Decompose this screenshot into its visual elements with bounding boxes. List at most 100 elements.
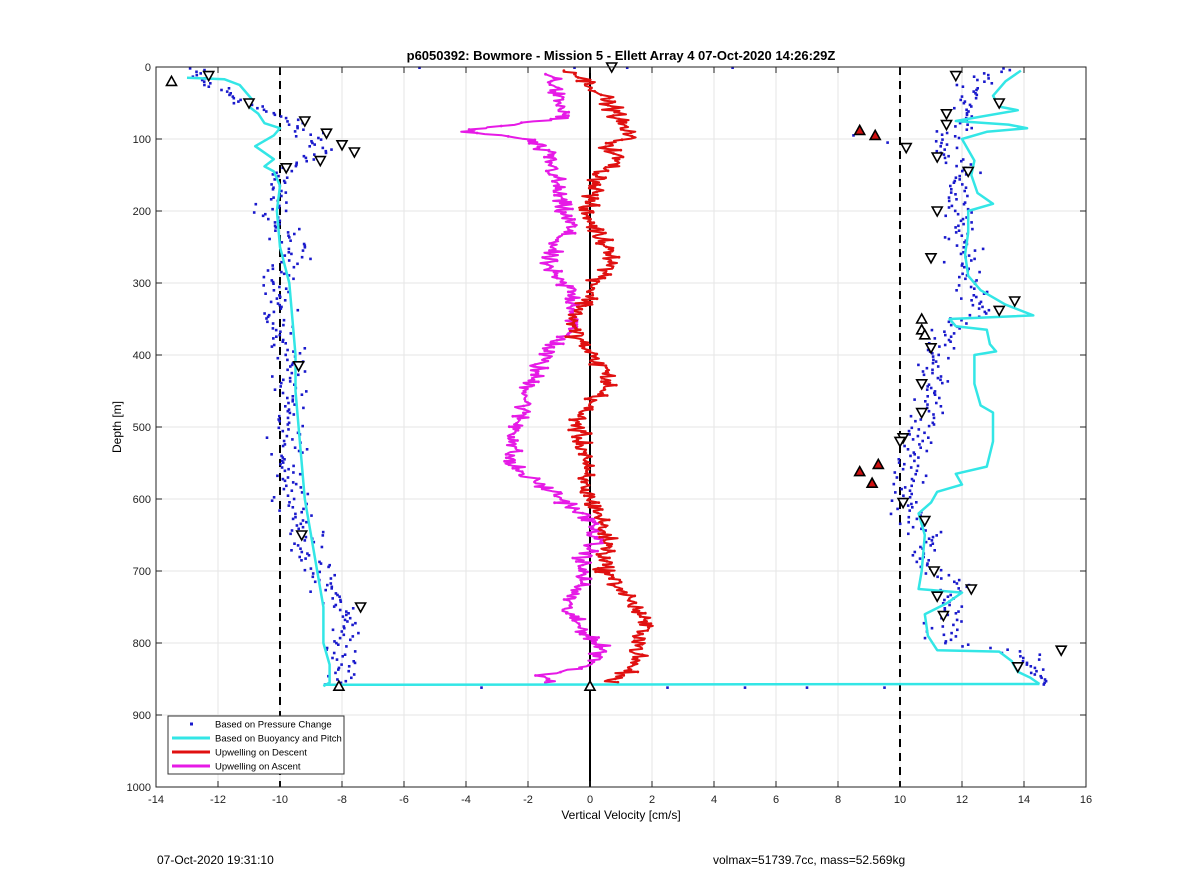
ascent-point xyxy=(554,238,558,242)
descent-point xyxy=(595,553,599,556)
ascent-point xyxy=(513,442,517,446)
pressure-point xyxy=(271,280,275,284)
pressure-point xyxy=(293,542,296,545)
pressure-point xyxy=(977,307,981,310)
pressure-point xyxy=(203,83,206,87)
pressure-point xyxy=(952,623,955,627)
descent-point xyxy=(578,328,582,332)
ascent-point xyxy=(581,511,584,515)
footer-info: volmax=51739.7cc, mass=52.569kg xyxy=(713,853,906,867)
ascent-point xyxy=(559,497,563,501)
pressure-point xyxy=(924,529,927,532)
descent-point xyxy=(627,604,630,608)
pressure-point xyxy=(291,361,295,365)
pressure-point xyxy=(973,287,976,290)
descent-point xyxy=(597,280,601,283)
pressure-point xyxy=(955,582,959,585)
pressure-point xyxy=(1040,676,1043,680)
pressure-point xyxy=(304,535,308,539)
ascent-point xyxy=(544,72,547,76)
descent-point xyxy=(592,286,596,290)
pressure-point xyxy=(300,550,304,554)
x-tick-label: 6 xyxy=(773,794,779,806)
pressure-point xyxy=(957,578,961,582)
descent-point xyxy=(607,373,611,377)
pressure-point xyxy=(227,87,231,90)
pressure-point xyxy=(970,105,973,108)
descent-point xyxy=(570,318,574,321)
ascent-point xyxy=(566,594,570,598)
ascent-point xyxy=(548,252,552,256)
pressure-point xyxy=(910,484,913,488)
y-tick-label: 800 xyxy=(133,638,151,650)
legend-label: Upwelling on Ascent xyxy=(215,762,301,773)
pressure-point xyxy=(313,580,317,584)
pressure-point xyxy=(975,88,978,92)
pressure-point xyxy=(280,270,283,274)
pressure-point xyxy=(278,419,281,423)
descent-point xyxy=(571,324,575,328)
pressure-point xyxy=(924,540,928,544)
ascent-point xyxy=(578,587,582,591)
pressure-point xyxy=(292,497,296,501)
ascent-point xyxy=(547,677,551,681)
pressure-point xyxy=(910,492,913,496)
pressure-point xyxy=(267,313,271,317)
descent-point xyxy=(633,639,636,643)
pressure-point xyxy=(1044,679,1048,683)
pressure-point xyxy=(930,539,934,542)
pressure-point xyxy=(968,103,972,107)
pressure-point xyxy=(287,123,291,126)
descent-point xyxy=(624,121,628,124)
pressure-point xyxy=(250,103,254,107)
pressure-point xyxy=(330,587,333,590)
pressure-point xyxy=(269,198,273,201)
pressure-point xyxy=(287,408,291,411)
marker-up-triangle xyxy=(332,679,346,692)
pressure-point xyxy=(913,550,917,554)
pressure-point xyxy=(284,209,288,213)
pressure-point xyxy=(278,295,282,299)
pressure-point xyxy=(303,370,307,373)
pressure-point xyxy=(909,454,912,458)
pressure-point xyxy=(326,583,329,587)
pressure-point xyxy=(927,409,931,413)
pressure-point xyxy=(1041,668,1045,671)
pressure-point xyxy=(974,96,978,100)
descent-point xyxy=(609,259,613,263)
descent-point xyxy=(607,518,611,522)
ascent-point xyxy=(549,266,552,270)
pressure-point xyxy=(950,188,953,191)
descent-point xyxy=(611,107,614,110)
pressure-point xyxy=(946,613,950,617)
pressure-point xyxy=(286,120,289,123)
pressure-point xyxy=(261,214,265,218)
y-tick-label: 200 xyxy=(133,206,151,218)
ascent-point xyxy=(583,629,586,632)
chart-title: p6050392: Bowmore - Mission 5 - Ellett A… xyxy=(407,48,836,63)
pressure-point xyxy=(281,444,285,448)
descent-point xyxy=(595,242,598,245)
x-tick-label: 10 xyxy=(894,794,906,806)
pressure-point xyxy=(925,366,929,370)
pressure-point xyxy=(898,522,902,526)
ascent-point xyxy=(587,663,591,667)
pressure-point xyxy=(296,118,300,122)
ascent-point xyxy=(578,632,582,636)
pressure-point xyxy=(311,141,314,145)
pressure-point xyxy=(990,82,994,85)
pressure-point xyxy=(949,184,952,188)
pressure-point xyxy=(965,108,968,112)
pressure-point xyxy=(967,267,970,271)
pressure-point xyxy=(931,352,934,355)
ascent-point xyxy=(571,591,574,594)
pressure-point xyxy=(912,451,916,454)
pressure-point xyxy=(225,90,229,93)
pressure-point xyxy=(1035,669,1038,673)
descent-point xyxy=(613,549,616,553)
descent-point xyxy=(632,608,635,612)
pressure-point xyxy=(949,335,953,338)
pressure-point xyxy=(299,522,303,526)
pressure-point xyxy=(960,318,963,322)
pressure-point xyxy=(805,686,809,689)
